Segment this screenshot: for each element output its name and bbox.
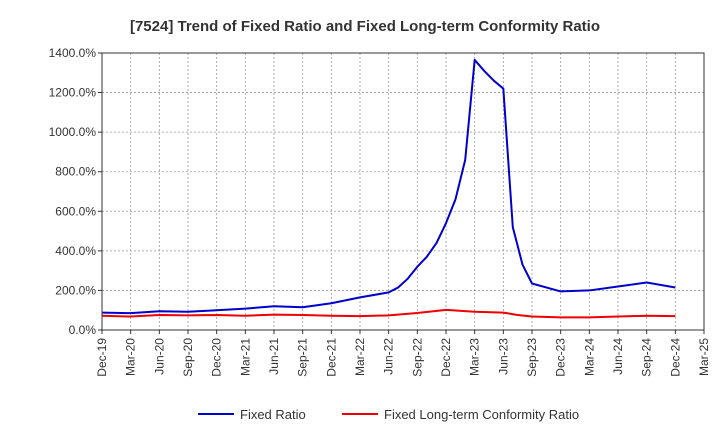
grid [102, 52, 704, 330]
x-tick-label: Jun-21 [267, 338, 281, 375]
y-tick-label: 1200.0% [49, 86, 97, 100]
plot-frame [101, 52, 705, 331]
y-tick-label: 400.0% [55, 244, 96, 258]
x-tick-label: Mar-21 [238, 338, 252, 376]
x-tick-label: Jun-23 [496, 338, 510, 375]
x-tick-label: Dec-19 [95, 338, 109, 377]
x-tick-label: Jun-20 [152, 338, 166, 375]
legend: Fixed Ratio Fixed Long-term Conformity Ra… [198, 407, 579, 422]
series-lines [101, 58, 676, 319]
series-line-2 [101, 308, 676, 319]
y-tick-label: 0.0% [69, 323, 97, 337]
y-tick-label: 800.0% [55, 165, 96, 179]
x-tick-label: Sep-20 [181, 338, 195, 377]
x-tick-label: Jun-22 [382, 338, 396, 375]
x-tick-label: Sep-22 [410, 338, 424, 377]
y-tick-label: 600.0% [55, 204, 96, 218]
x-tick-label: Dec-22 [439, 338, 453, 377]
chart-title: [7524] Trend of Fixed Ratio and Fixed Lo… [130, 18, 600, 35]
x-tick-label: Mar-22 [353, 338, 367, 376]
y-tick-label: 200.0% [55, 283, 96, 297]
x-tick-label: Mar-25 [697, 338, 711, 376]
x-tick-label: Sep-23 [525, 338, 539, 377]
y-tick-label: 1000.0% [49, 125, 97, 139]
x-tick-label: Sep-24 [640, 338, 654, 377]
x-tick-label: Dec-21 [324, 338, 338, 377]
x-tick-label: Dec-20 [210, 338, 224, 377]
x-tick-label: Mar-23 [468, 338, 482, 376]
x-tick-label: Dec-23 [554, 338, 568, 377]
x-tick-label: Dec-24 [668, 338, 682, 377]
legend-label-1: Fixed Ratio [240, 407, 306, 422]
y-tick-label: 1400.0% [49, 46, 97, 60]
axes: 0.0% 200.0% 400.0% 600.0% 800.0% 1000.0% 1200.… [49, 46, 711, 377]
x-tick-label: Sep-21 [296, 338, 310, 377]
x-tick-label: Mar-20 [124, 338, 138, 376]
series-line-1 [101, 58, 676, 315]
x-tick-label: Jun-24 [611, 338, 625, 375]
x-tick-label: Mar-24 [582, 338, 596, 376]
legend-label-2: Fixed Long-term Conformity Ratio [384, 407, 579, 422]
